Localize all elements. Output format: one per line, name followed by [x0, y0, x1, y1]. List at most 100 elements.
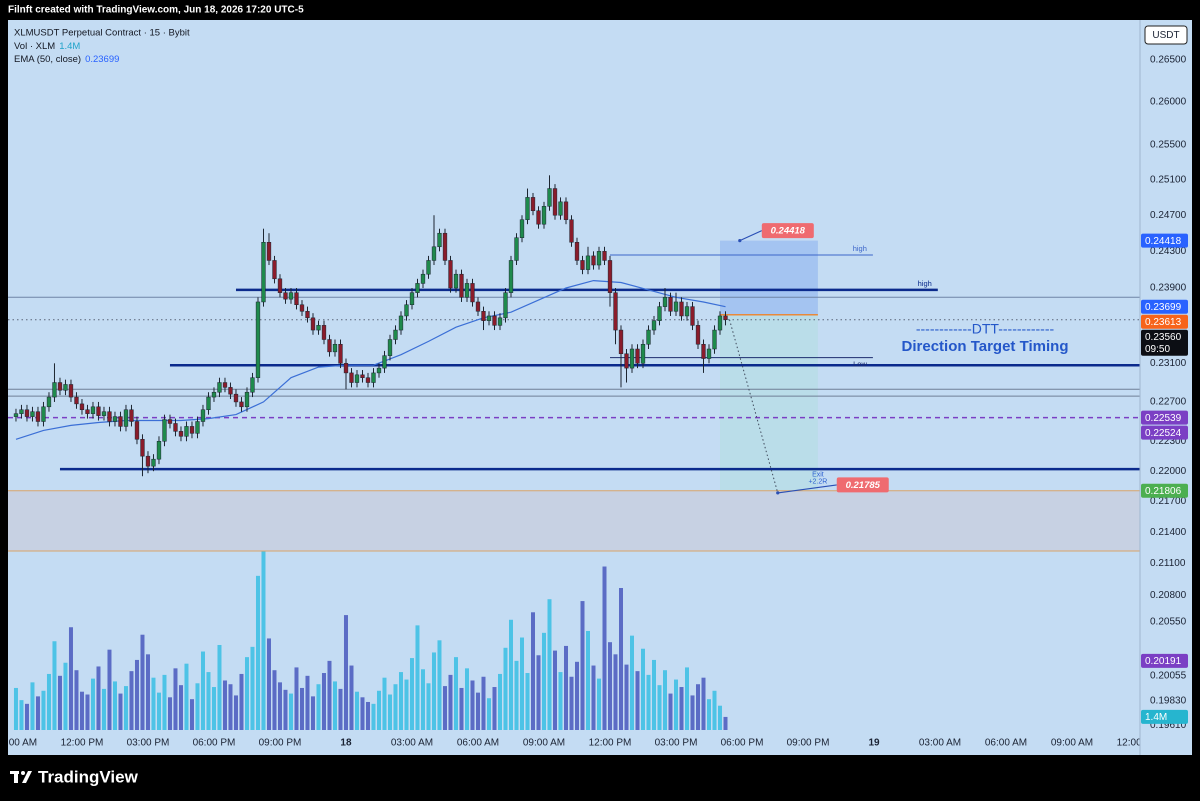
candle-body [640, 344, 646, 364]
candle-body [316, 325, 321, 331]
volume-bar [376, 690, 381, 730]
volume-bar [629, 635, 634, 730]
candle-body [574, 241, 580, 261]
volume-bar [305, 675, 310, 730]
candle-body [651, 320, 657, 331]
x-tick-label: 03:00 PM [127, 738, 170, 749]
x-tick-label: 09:00 AM [523, 738, 565, 749]
candle-body [365, 377, 371, 383]
volume-bar [189, 699, 194, 730]
volume-bar [211, 687, 216, 730]
candle-body [140, 439, 145, 457]
candle-body [189, 426, 195, 434]
volume-bar [200, 651, 205, 730]
y-tick-label: 0.20550 [1150, 617, 1187, 628]
volume-bar [255, 575, 260, 730]
volume-bar [718, 705, 723, 730]
candle-body [250, 377, 255, 393]
volume-bar [552, 650, 557, 730]
volume-bar [13, 687, 18, 730]
price-tag-label: 0.20191 [1145, 656, 1182, 667]
candle-body [426, 260, 431, 275]
candle-body [530, 197, 536, 212]
volume-bar [41, 690, 46, 730]
volume-bar [68, 627, 73, 730]
currency-box[interactable] [1144, 25, 1188, 45]
candle-body [376, 367, 382, 374]
volume-bar [712, 690, 717, 730]
volume-bar [442, 686, 447, 730]
volume-bar [244, 657, 249, 730]
volume-bar [184, 663, 189, 730]
candle-body [24, 409, 30, 417]
level-label: high [918, 279, 932, 288]
price-tag [1141, 709, 1188, 724]
candle-body [552, 188, 558, 216]
price-tag [1141, 314, 1188, 329]
volume-bar [547, 599, 552, 730]
candle-body [294, 292, 299, 305]
candle-body [541, 206, 547, 225]
callout-leader [739, 230, 763, 242]
volume-bar [574, 661, 579, 730]
y-tick-label: 0.22000 [1150, 466, 1187, 477]
candle-body [74, 396, 79, 405]
y-tick-label: 0.22700 [1150, 397, 1187, 408]
x-tick-label: 06:00 PM [721, 738, 764, 749]
candle-body [211, 391, 217, 398]
callout-anchor [738, 239, 742, 243]
x-tick-label: 03:00 PM [655, 738, 698, 749]
candle-body [607, 260, 613, 293]
candle-body [536, 210, 541, 225]
volume-bar [624, 664, 629, 730]
volume-bar [393, 684, 398, 730]
candle-body [525, 197, 530, 220]
exit-label: Exit [812, 472, 824, 479]
x-tick-label: 09:00 PM [787, 738, 830, 749]
price-tag [1141, 653, 1188, 668]
volume-bar [272, 670, 277, 730]
level-label: Low [853, 360, 867, 369]
candle-body [668, 297, 673, 312]
ema-name: EMA (50, close) [14, 54, 81, 65]
volume-bar [602, 566, 607, 730]
x-tick-label: 18 [340, 738, 352, 749]
callout-label: 0.24418 [771, 226, 806, 237]
volume-bar [415, 625, 420, 730]
candle-body [508, 260, 514, 293]
candle-body [46, 396, 52, 408]
volume-bar [652, 659, 657, 730]
candle-body [305, 311, 310, 319]
candle-body [118, 416, 123, 427]
price-tag-label: 0.23613 [1145, 317, 1182, 328]
volume-bar [596, 678, 601, 730]
candle-body [52, 382, 57, 398]
candle-body [85, 409, 90, 414]
candle-body [569, 219, 574, 243]
callout-leader [777, 484, 837, 494]
volume-bar [618, 588, 623, 730]
candle-body [107, 411, 112, 422]
y-tick-label: 0.24700 [1150, 210, 1187, 221]
candle-body [618, 329, 624, 355]
volume-bar [250, 646, 255, 730]
x-tick-label: 06:00 AM [985, 738, 1027, 749]
candle-body [519, 219, 525, 238]
volume-bar [409, 658, 414, 730]
volume-bar [79, 691, 84, 730]
volume-bar [646, 674, 651, 730]
price-tag [1141, 233, 1188, 248]
volume-bar [674, 679, 679, 730]
volume-bar [635, 671, 640, 730]
volume-bar [129, 671, 134, 730]
candle-body [717, 315, 723, 331]
volume-bar [46, 673, 51, 730]
countdown: 09:50 [1145, 344, 1170, 355]
volume-bar [233, 695, 238, 730]
price-tag-label: 0.23560 [1145, 332, 1182, 343]
candle-body [57, 382, 63, 391]
volume-bar [668, 693, 673, 730]
zone [8, 490, 1140, 552]
candle-body [200, 409, 206, 422]
callout-label: 0.21785 [846, 480, 881, 491]
